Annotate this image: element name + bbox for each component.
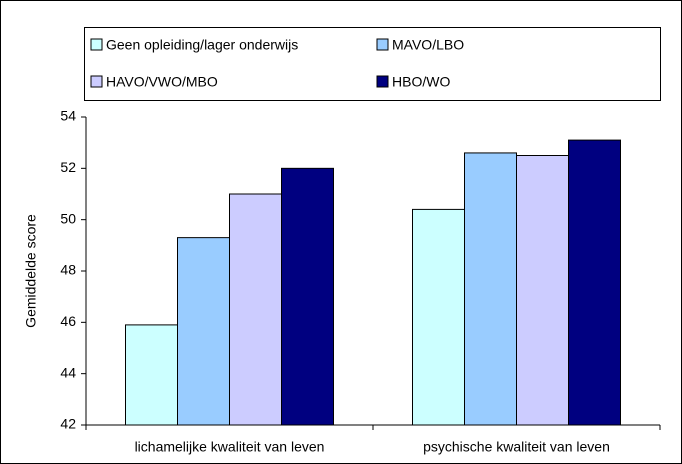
y-axis-label: Gemiddelde score bbox=[23, 214, 39, 328]
legend-swatch bbox=[90, 38, 103, 51]
bar bbox=[177, 237, 230, 426]
bar bbox=[516, 155, 569, 426]
y-tick-label: 54 bbox=[60, 108, 76, 124]
bar bbox=[412, 208, 465, 426]
y-tick-label: 46 bbox=[60, 313, 76, 329]
x-tick-label: lichamelijke kwaliteit van leven bbox=[135, 439, 325, 455]
y-tick-label: 42 bbox=[60, 416, 76, 432]
legend-label: Geen opleiding/lager onderwijs bbox=[106, 37, 298, 53]
x-tick-label: psychische kwaliteit van leven bbox=[423, 439, 610, 455]
bar bbox=[229, 193, 282, 426]
y-tick-label: 52 bbox=[60, 159, 76, 175]
legend-swatch bbox=[376, 75, 389, 88]
bar bbox=[464, 152, 517, 426]
bar bbox=[281, 167, 334, 426]
bar bbox=[125, 324, 178, 426]
y-tick-label: 50 bbox=[60, 210, 76, 226]
legend-swatch bbox=[376, 38, 389, 51]
y-tick-label: 44 bbox=[60, 364, 76, 380]
legend-swatch bbox=[90, 75, 103, 88]
legend-label: MAVO/LBO bbox=[392, 37, 464, 53]
legend-box bbox=[84, 27, 661, 101]
y-tick-label: 48 bbox=[60, 262, 76, 278]
legend-label: HAVO/VWO/MBO bbox=[106, 74, 218, 90]
bar bbox=[568, 139, 621, 426]
legend-label: HBO/WO bbox=[392, 74, 450, 90]
